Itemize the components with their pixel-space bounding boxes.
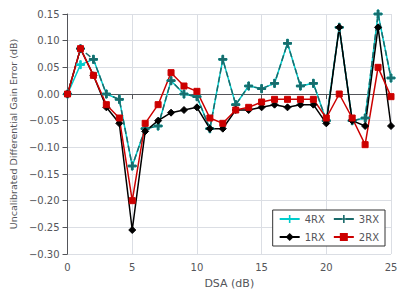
svg-text:Uncalibrated Differential Gain: Uncalibrated Differential Gain Error (dB…: [8, 39, 19, 229]
svg-text:−0.05: −0.05: [29, 115, 60, 126]
svg-text:−0.20: −0.20: [29, 195, 60, 206]
svg-text:10: 10: [191, 262, 204, 273]
svg-text:5: 5: [129, 262, 135, 273]
svg-text:−0.10: −0.10: [29, 142, 60, 153]
svg-text:DSA (dB): DSA (dB): [204, 277, 254, 290]
svg-text:0: 0: [64, 262, 70, 273]
svg-text:20: 20: [320, 262, 333, 273]
svg-text:4RX: 4RX: [305, 214, 325, 225]
svg-text:25: 25: [385, 262, 398, 273]
svg-text:0.05: 0.05: [37, 62, 59, 73]
svg-text:−0.15: −0.15: [29, 169, 60, 180]
svg-text:−0.25: −0.25: [29, 222, 60, 233]
svg-text:1RX: 1RX: [305, 232, 325, 243]
svg-text:0.00: 0.00: [37, 89, 59, 100]
svg-text:−0.30: −0.30: [29, 249, 60, 260]
svg-text:0.10: 0.10: [37, 35, 59, 46]
svg-text:3RX: 3RX: [359, 214, 379, 225]
svg-text:0.15: 0.15: [37, 9, 59, 20]
svg-text:15: 15: [255, 262, 268, 273]
svg-text:2RX: 2RX: [359, 232, 379, 243]
